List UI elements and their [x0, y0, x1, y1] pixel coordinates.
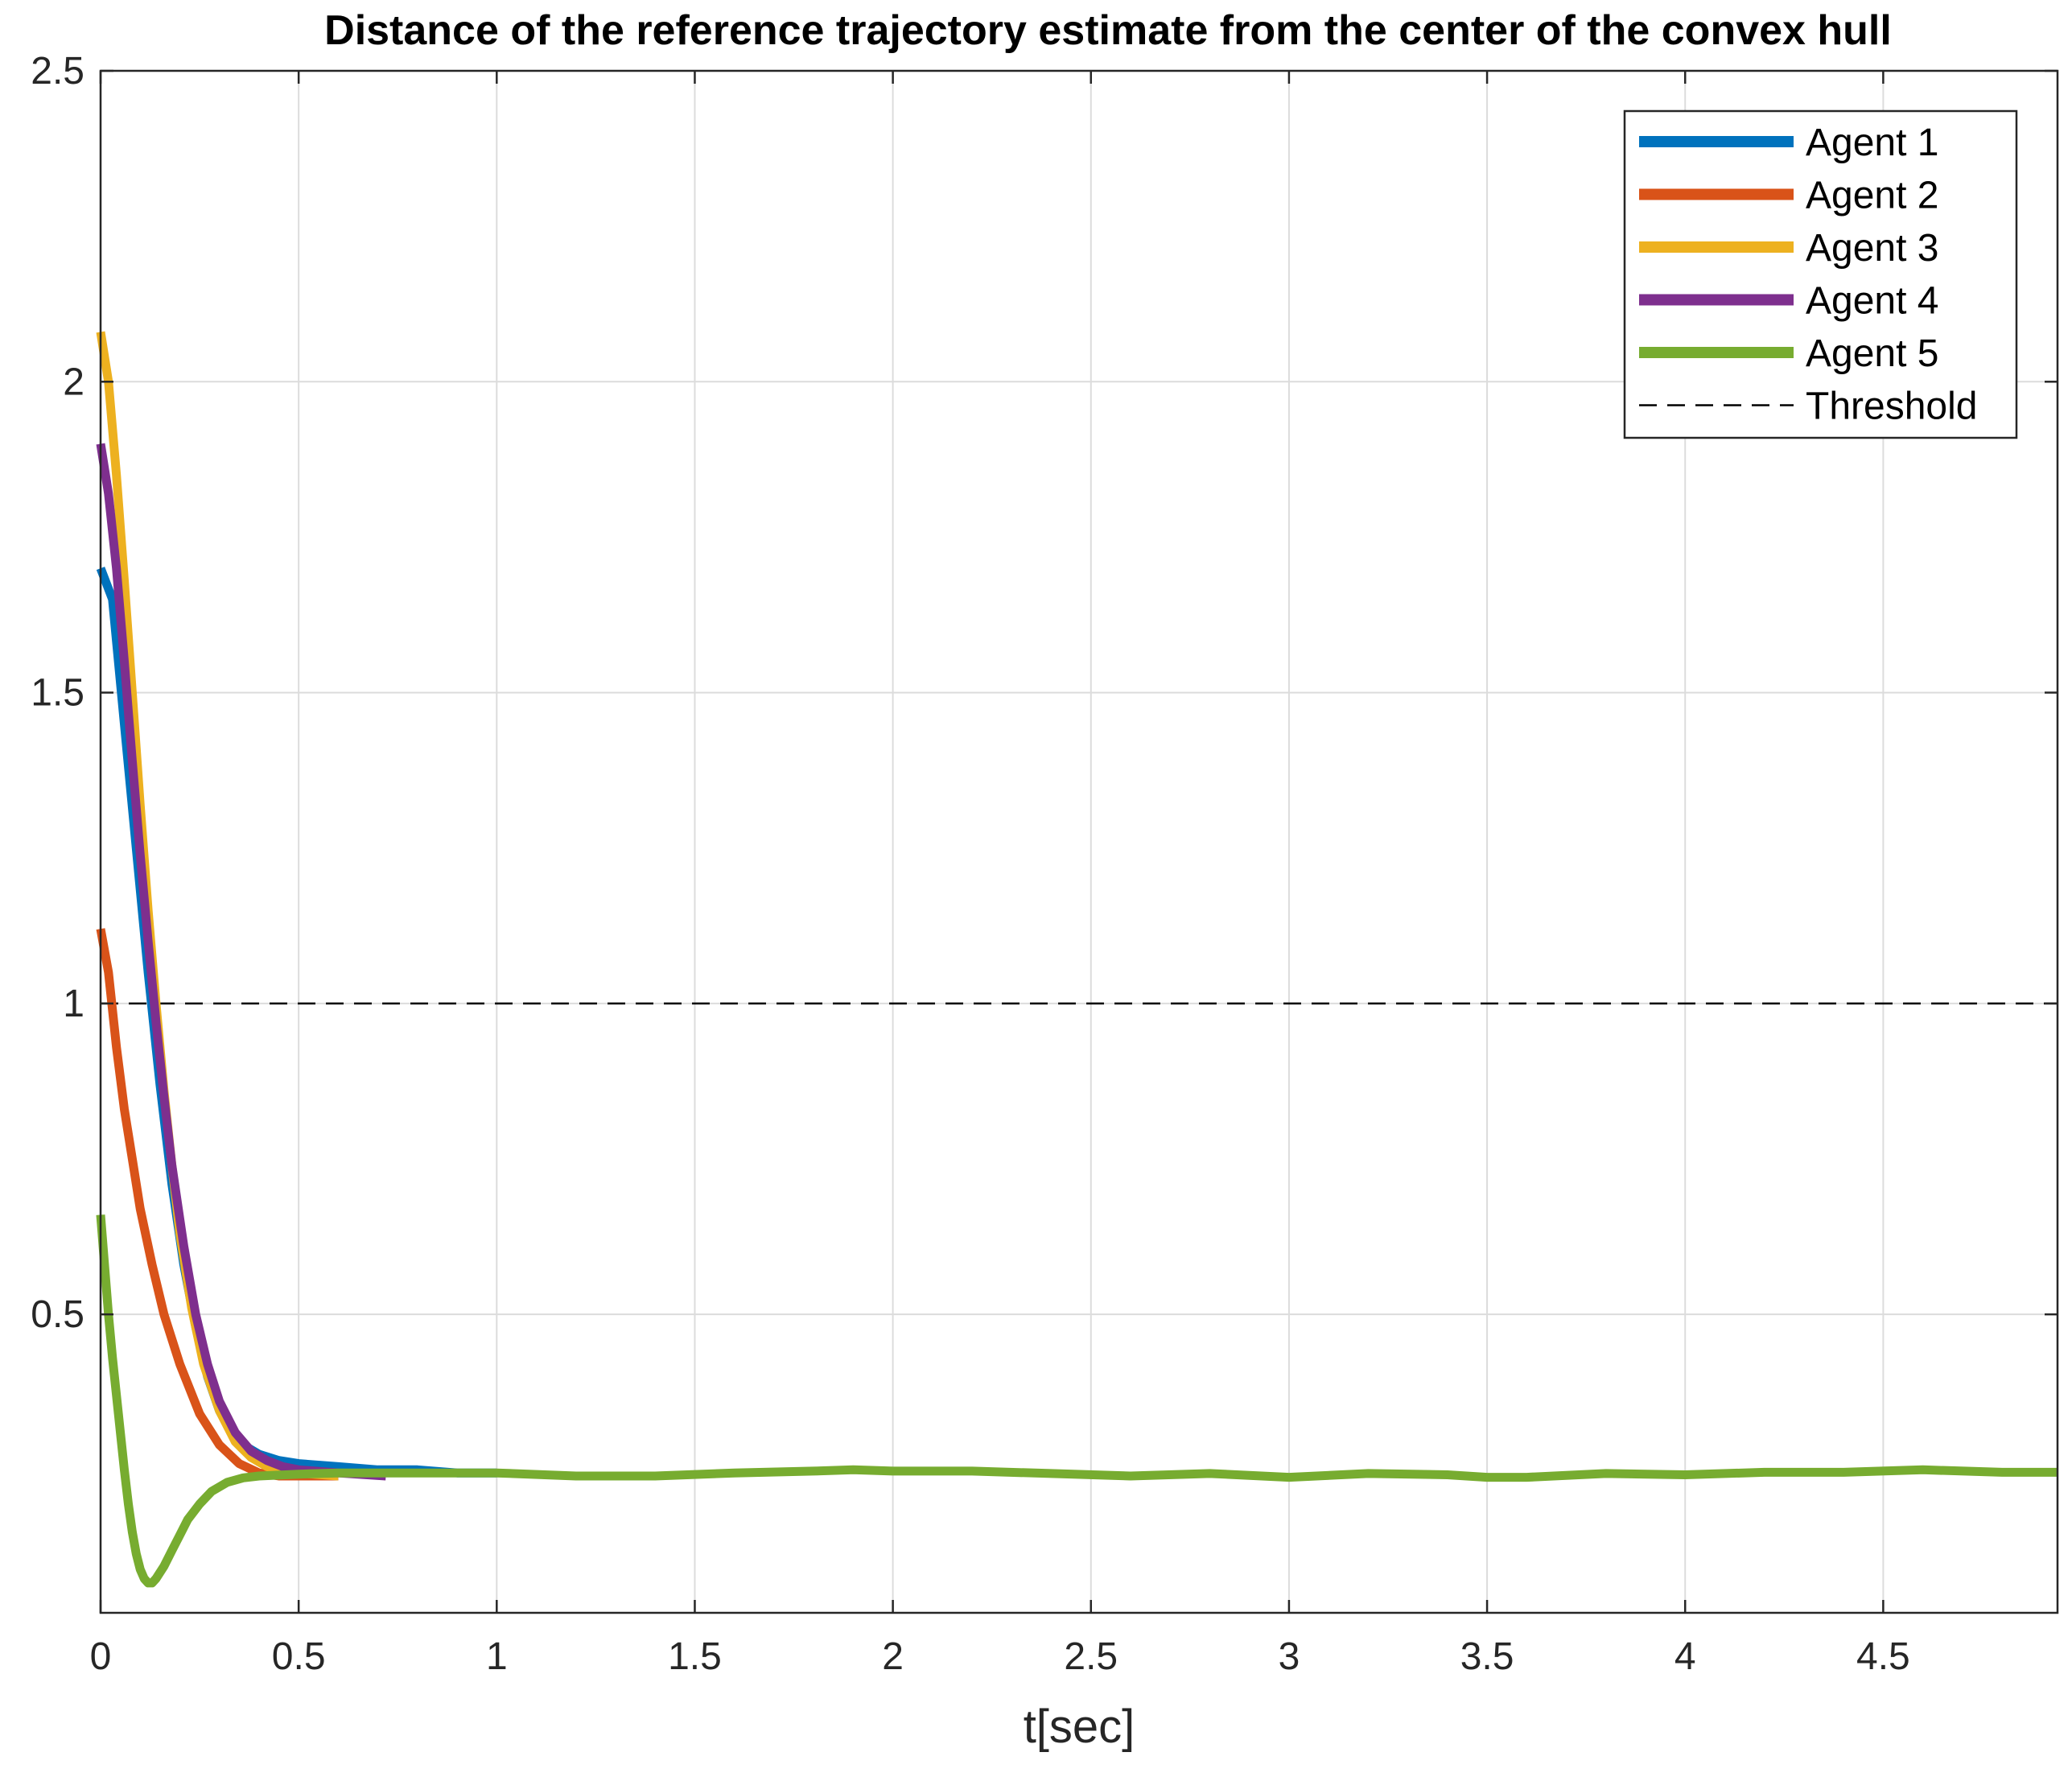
y-tick-label: 1.5 — [31, 672, 84, 715]
legend-entry-label: Agent 5 — [1806, 332, 1938, 375]
x-tick-label: 3.5 — [1460, 1635, 1514, 1678]
x-tick-label: 3 — [1279, 1635, 1300, 1678]
y-tick-label: 2 — [63, 361, 84, 403]
legend-entry-label: Agent 2 — [1806, 175, 1938, 217]
legend-entry-label: Agent 4 — [1806, 280, 1938, 323]
series-line-agent-3 — [96, 331, 339, 1481]
x-tick-label: 0.5 — [272, 1635, 326, 1678]
x-tick-label: 0 — [90, 1635, 112, 1678]
y-tick-label: 2.5 — [31, 50, 84, 93]
x-tick-label: 4.5 — [1856, 1635, 1910, 1678]
legend-entry-label: Agent 1 — [1806, 122, 1938, 164]
legend-box — [1623, 109, 2018, 439]
series-line-agent-4 — [96, 443, 386, 1481]
legend-entry-label: Threshold — [1806, 385, 1977, 428]
x-tick-label: 2 — [882, 1635, 904, 1678]
tick-labels: 0 0.5 1 1.5 2 2.5 3 3.5 4 4.5 0.5 1 1.5 2 2.5 — [31, 50, 2058, 1678]
axes-box — [99, 69, 2059, 1614]
chart-title: Distance of the reference trajectory est… — [324, 7, 1892, 54]
x-tick-label: 2.5 — [1064, 1635, 1118, 1678]
legend-entry-label: Agent 3 — [1806, 227, 1938, 270]
x-tick-label: 4 — [1674, 1635, 1696, 1678]
y-tick-label: 0.5 — [31, 1293, 84, 1336]
legend: Agent 1 Agent 2 Agent 3 Agent 4 Agent 5 Thres… — [1623, 109, 2018, 439]
x-axis-label: t[sec] — [1024, 1701, 1135, 1753]
y-tick-label: 1 — [63, 983, 84, 1025]
series-group — [96, 331, 2058, 1588]
x-tick-label: 1.5 — [668, 1635, 722, 1678]
series-line-agent-5 — [96, 1214, 2058, 1588]
x-tick-label: 1 — [486, 1635, 508, 1678]
